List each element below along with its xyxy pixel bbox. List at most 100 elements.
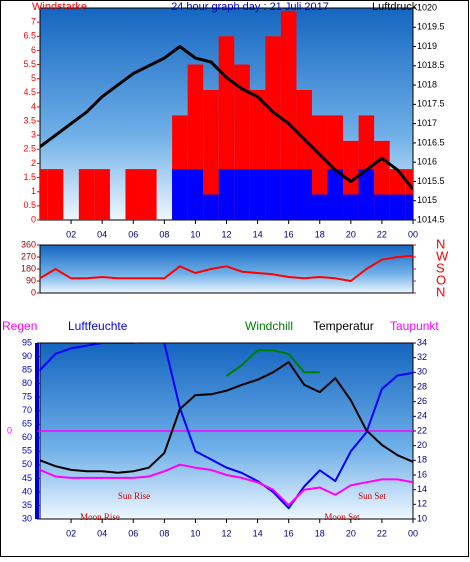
series-line [40,463,413,507]
x-tick-label: 08 [159,229,169,239]
y2ticks-label: 16 [417,469,427,479]
wind-bar [187,169,204,220]
y2ticks-label: 32 [417,352,427,362]
x-tick-label: 02 [66,528,76,538]
x-tick-label: 08 [159,528,169,538]
series-line [225,349,320,377]
annotation: Sun Set [358,491,386,501]
wind-bar [374,194,390,220]
wind-bar [94,169,110,220]
wind-bar [125,169,142,220]
yticks-label: 2.5 [23,144,36,154]
wind-bar [172,169,188,220]
legend-label: Temperatur [313,319,374,333]
yticks-label: 0 [31,287,36,297]
wind-bar [280,169,297,220]
yticks-label: 2 [31,158,36,168]
wind-bar [311,194,328,220]
yticks-label: 6.5 [23,31,36,41]
wind-bar [234,169,250,220]
yticks-label: 7 [31,17,36,27]
yticks-label: 0.5 [23,200,36,210]
yticks-label: 4 [31,101,36,111]
yticks-label: 50 [22,459,32,469]
yticks-label: 90 [26,275,36,285]
y2ticks-label: N [436,236,445,251]
y2ticks-label: 28 [417,381,427,391]
y2ticks-label: O [436,272,446,287]
yticks-label: 65 [22,419,32,429]
yticks-label: 1 [31,186,36,196]
series-line [40,254,413,282]
y2ticks-label: 20 [417,440,427,450]
x-tick-label: 06 [128,229,138,239]
wind-bar [327,169,344,220]
y2ticks-label: 1016 [417,157,437,167]
x-tick-label: 04 [97,528,107,538]
wind-bar [265,169,281,220]
x-tick-label: 10 [190,528,200,538]
y2ticks-label: 1019.5 [417,22,445,32]
y2ticks-label: 1016.5 [417,137,445,147]
yticks-label: 45 [22,473,32,483]
yticks-label: 30 [22,513,32,523]
wind-bar [358,169,375,220]
wind-bar [141,169,157,220]
x-tick-label: 22 [377,229,387,239]
yticks-label: 70 [22,405,32,415]
wind-bar [203,89,219,220]
y-axis-title: Windstarke [32,1,87,13]
yticks-label: 1.5 [23,172,36,182]
y2ticks-label: W [436,248,449,263]
x-tick-label: 16 [284,229,294,239]
wind-bar [280,10,297,220]
wind-bar [311,115,328,220]
x-tick-label: 00 [408,229,418,239]
yticks-label: 90 [22,351,32,361]
y2ticks-label: 1017.5 [417,99,445,109]
x-tick-label: 14 [253,229,263,239]
y2ticks-label: 24 [417,411,427,421]
y3ticks-label: 0 [7,425,12,435]
wind-bar [78,169,95,220]
x-tick-label: 06 [128,528,138,538]
yticks-label: 75 [22,392,32,402]
y2ticks-label: N [436,284,445,299]
yticks-label: 180 [21,263,36,273]
yticks-label: 35 [22,500,32,510]
y2ticks-label: 1017 [417,118,437,128]
wind-bar [203,194,219,220]
y2ticks-label: 14 [417,484,427,494]
y2ticks-label: 18 [417,455,427,465]
x-tick-label: 12 [221,528,231,538]
yticks-label: 3 [31,130,36,140]
x-tick-label: 18 [315,229,325,239]
series-line [40,45,413,191]
annotation: Sun Rise [118,491,150,501]
legend-label: Luftfeuchte [68,319,128,333]
wind-bar [343,194,359,220]
x-tick-label: 10 [190,229,200,239]
plot-area [39,244,414,294]
wind-bar [296,169,312,220]
yticks-label: 3.5 [23,115,36,125]
y2ticks-label: S [436,260,445,275]
yticks-label: 5.5 [23,59,36,69]
yticks-label: 60 [22,432,32,442]
y2ticks-label: 1015 [417,195,437,205]
series-line [40,361,413,474]
y2-axis-title: Luftdruck [372,1,418,13]
x-tick-label: 16 [284,528,294,538]
series-line [40,343,413,510]
wind-bar [218,169,235,220]
y2ticks-label: 12 [417,499,427,509]
wind-bar [40,169,48,220]
y2ticks-label: 34 [417,337,427,347]
y2ticks-label: 22 [417,425,427,435]
y2ticks-label: 1014.5 [417,214,445,224]
yticks-label: 80 [22,378,32,388]
yticks-label: 0 [31,214,36,224]
annotation: Moon Rise [80,512,120,522]
legend-label: Regen [2,319,37,333]
